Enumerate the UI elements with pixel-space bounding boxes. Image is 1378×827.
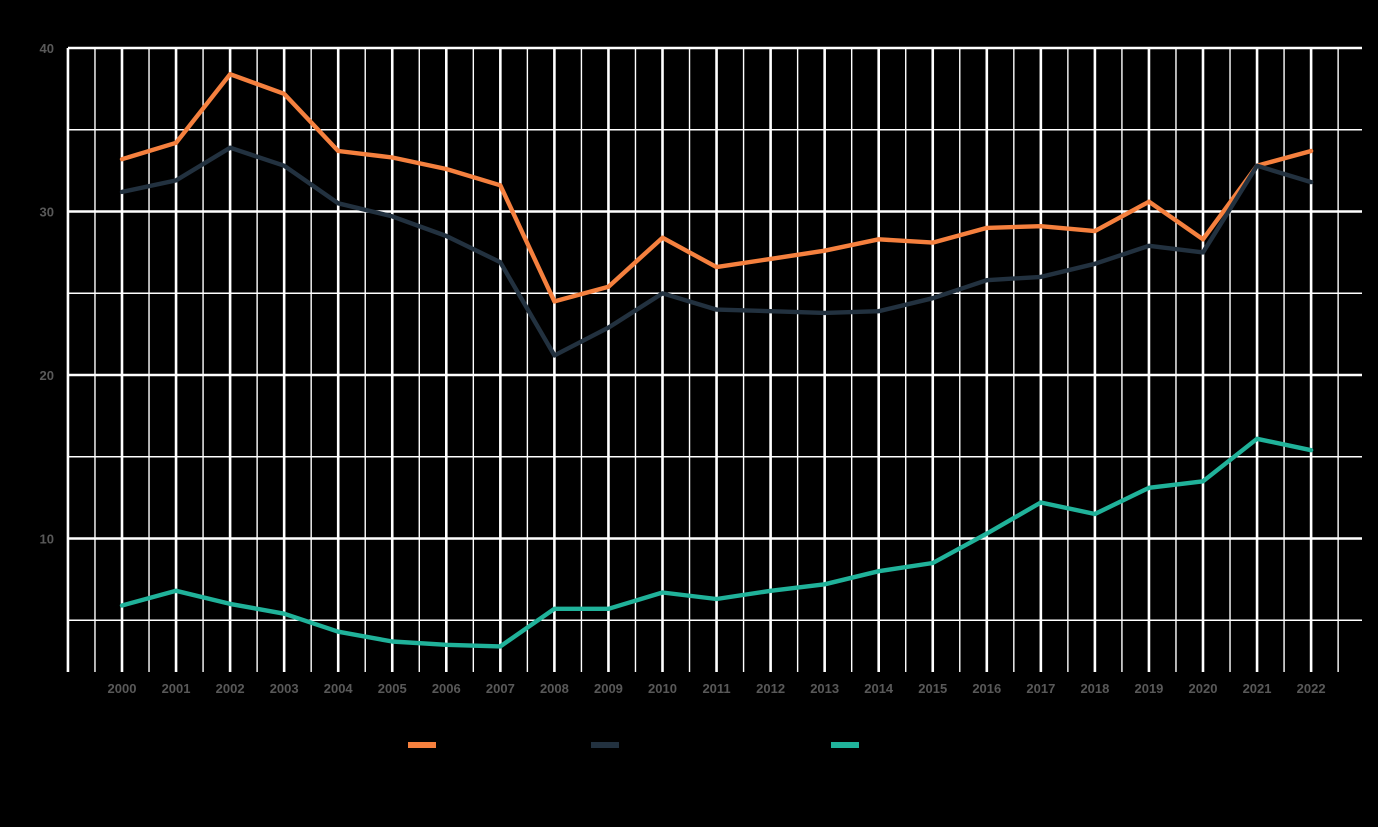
x-tick-label: 2001 <box>162 681 191 696</box>
x-tick-label: 2008 <box>540 681 569 696</box>
grid-lines <box>66 46 1362 672</box>
x-tick-label: 2007 <box>486 681 515 696</box>
x-tick-label: 2000 <box>108 681 137 696</box>
x-tick-label: 2005 <box>378 681 407 696</box>
x-tick-label: 2016 <box>972 681 1001 696</box>
series-line-3 <box>119 436 1314 649</box>
series-line-1 <box>119 71 1314 304</box>
x-tick-label: 2006 <box>432 681 461 696</box>
x-axis-tick-labels: 2000 2001 2002 2003 2004 2005 2006 2007 2008 2009… <box>108 681 1326 696</box>
x-tick-label: 2019 <box>1134 681 1163 696</box>
x-tick-label: 2011 <box>702 681 730 696</box>
x-tick-label: 2018 <box>1080 681 1109 696</box>
y-tick-label: 20 <box>40 368 54 383</box>
legend <box>408 742 859 748</box>
y-tick-label: 10 <box>40 532 54 547</box>
x-tick-label: 2003 <box>270 681 299 696</box>
series-lines <box>119 71 1314 649</box>
x-tick-label: 2015 <box>918 681 947 696</box>
x-tick-label: 2022 <box>1297 681 1326 696</box>
x-tick-label: 2010 <box>648 681 677 696</box>
series-line-2 <box>119 145 1314 358</box>
x-tick-label: 2021 <box>1243 681 1272 696</box>
legend-swatch-2 <box>591 742 619 748</box>
x-tick-label: 2004 <box>324 681 354 696</box>
x-tick-label: 2020 <box>1189 681 1218 696</box>
x-tick-label: 2017 <box>1026 681 1055 696</box>
y-tick-label: 40 <box>40 41 54 56</box>
y-axis-tick-labels: 10 20 30 40 <box>40 41 54 547</box>
x-tick-label: 2014 <box>864 681 894 696</box>
legend-swatch-1 <box>408 742 436 748</box>
x-tick-label: 2013 <box>810 681 839 696</box>
legend-swatch-3 <box>831 742 859 748</box>
x-tick-label: 2002 <box>216 681 245 696</box>
x-tick-label: 2012 <box>756 681 785 696</box>
y-tick-label: 30 <box>40 205 54 220</box>
x-tick-label: 2009 <box>594 681 623 696</box>
